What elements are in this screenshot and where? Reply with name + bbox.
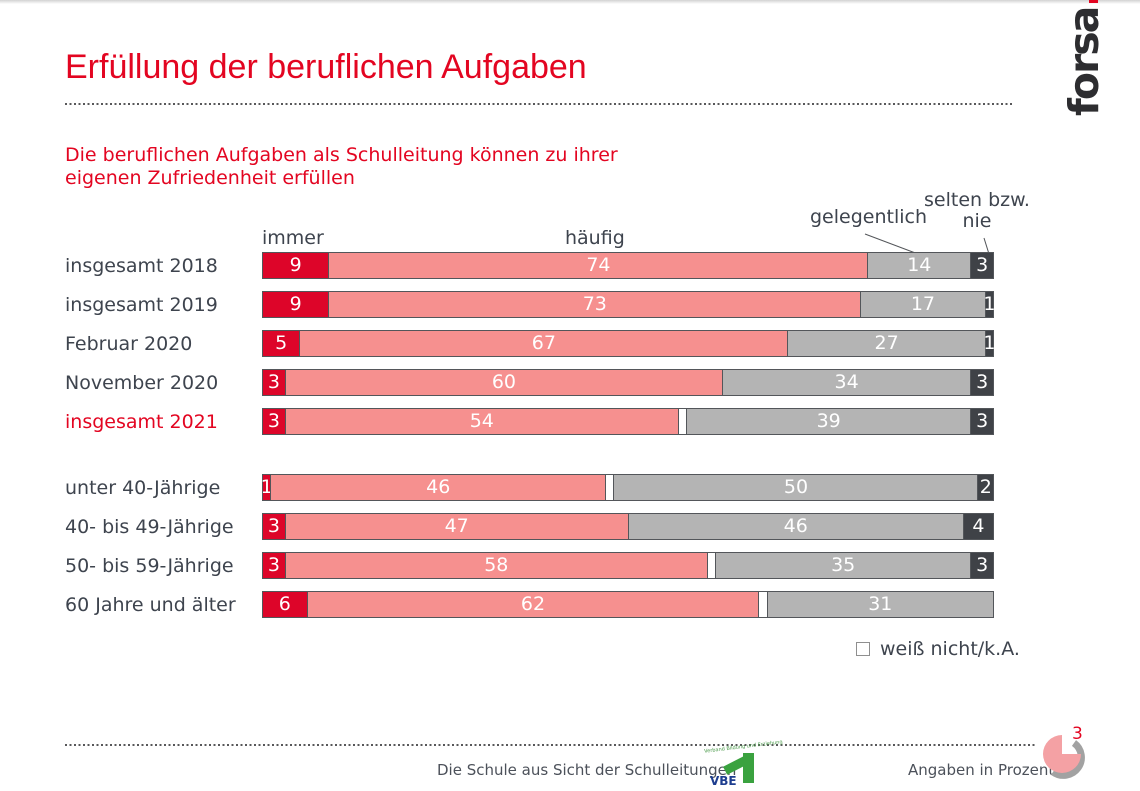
forsa-pie-icon [1043, 735, 1085, 779]
row-label: 60 Jahre und älter [65, 593, 236, 616]
bar-segment-gelegentlich: 27 [787, 331, 985, 356]
row-label: Februar 2020 [65, 332, 193, 355]
bar-segment-selten-bzw-nie: 3 [970, 253, 994, 278]
chart-row: 50- bis 59-Jährige 3 58 35 3 [65, 552, 994, 579]
legend-label: weiß nicht/k.A. [880, 638, 1020, 660]
chart-row: 60 Jahre und älter 6 62 31 [65, 591, 994, 618]
page-title: Erfüllung der beruflichen Aufgaben [65, 48, 587, 86]
bar-segment-h-ufig: 58 [284, 553, 707, 578]
row-label: November 2020 [65, 371, 219, 394]
stacked-bar: 9 73 17 1 [262, 291, 996, 318]
chart-subtitle-line2: eigenen Zufriedenheit erfüllen [65, 167, 355, 189]
bar-segment-immer: 3 [263, 409, 285, 434]
row-label: insgesamt 2018 [65, 254, 218, 277]
bar-segment-selten-bzw-nie: 2 [977, 475, 993, 500]
bar-segment-wei-nicht-k-a- [605, 475, 614, 500]
forsa-logo: forsa [1060, 0, 1112, 228]
legend-weiss-nicht: weiß nicht/k.A. [856, 638, 1020, 660]
footer-note: Angaben in Prozent [908, 761, 1055, 779]
stacked-bar: 6 62 31 [262, 591, 994, 618]
stacked-bar: 3 60 34 3 [262, 369, 994, 396]
chart-row: insgesamt 2019 9 73 17 1 [65, 291, 996, 318]
chart-row: unter 40-Jährige 1 46 50 2 [65, 474, 994, 501]
chart-row: insgesamt 2021 3 54 39 3 [65, 408, 994, 435]
chart-subtitle-line1: Die beruflichen Aufgaben als Schulleitun… [65, 144, 618, 166]
bar-segment-selten-bzw-nie: 4 [962, 514, 993, 539]
window-top-edge [0, 0, 1140, 4]
chart-row: insgesamt 2018 9 74 14 3 [65, 252, 994, 279]
vbe-logo: Verband Bildung und Erziehung VBE [702, 739, 783, 790]
footer-divider [65, 744, 1035, 746]
vbe-wordmark: VBE [710, 774, 737, 788]
bar-segment-h-ufig: 54 [284, 409, 678, 434]
bar-segment-gelegentlich: 17 [860, 292, 985, 317]
forsa-logo-text: forsa [1060, 0, 1112, 116]
chart-row: 40- bis 49-Jährige 3 47 46 4 [65, 513, 994, 540]
bar-segment-h-ufig: 73 [328, 292, 861, 317]
bar-segment-gelegentlich: 34 [722, 370, 971, 395]
stacked-bar: 5 67 27 1 [262, 330, 996, 357]
bar-segment-immer: 3 [263, 553, 285, 578]
column-header-haeufig: häufig [565, 227, 625, 249]
bar-segment-h-ufig: 74 [328, 253, 868, 278]
bar-segment-gelegentlich: 39 [686, 409, 971, 434]
bar-segment-wei-nicht-k-a- [706, 553, 716, 578]
bar-segment-gelegentlich: 14 [867, 253, 971, 278]
chart-row: Februar 2020 5 67 27 1 [65, 330, 996, 357]
vbe-flag-pole-icon [743, 753, 754, 783]
bar-segment-selten-bzw-nie: 3 [970, 409, 994, 434]
bar-segment-gelegentlich: 50 [613, 475, 978, 500]
chart-rows: insgesamt 2018 9 74 14 3 insgesamt 2019 9 73 17 1… [65, 252, 996, 630]
row-label: unter 40-Jährige [65, 476, 221, 499]
footer-caption: Die Schule aus Sicht der Schulleitungen [437, 761, 737, 779]
bar-segment-h-ufig: 67 [299, 331, 788, 356]
bar-segment-immer: 3 [263, 514, 285, 539]
stacked-bar: 1 46 50 2 [260, 474, 994, 501]
bar-segment-immer: 9 [263, 292, 329, 317]
forsa-wordmark: forsa [1060, 7, 1108, 116]
bar-segment-h-ufig: 62 [306, 592, 759, 617]
bar-segment-wei-nicht-k-a- [677, 409, 687, 434]
bar-segment-selten-bzw-nie: 1 [983, 331, 996, 356]
bar-segment-gelegentlich: 46 [627, 514, 963, 539]
title-divider [65, 103, 1013, 105]
stacked-bar: 3 47 46 4 [262, 513, 994, 540]
bar-segment-immer: 6 [263, 592, 307, 617]
bar-segment-immer: 9 [263, 253, 329, 278]
stacked-bar: 9 74 14 3 [262, 252, 994, 279]
column-header-selten: selten bzw. nie [924, 189, 1030, 232]
bar-segment-gelegentlich: 35 [715, 553, 971, 578]
row-label: 50- bis 59-Jährige [65, 554, 234, 577]
column-header-gelegentlich: gelegentlich [810, 206, 928, 228]
bar-segment-h-ufig: 46 [270, 475, 606, 500]
stacked-bar: 3 54 39 3 [262, 408, 994, 435]
bar-segment-selten-bzw-nie: 3 [970, 553, 993, 578]
row-label: 40- bis 49-Jährige [65, 515, 234, 538]
bar-segment-h-ufig: 47 [284, 514, 628, 539]
bar-segment-selten-bzw-nie: 1 [983, 292, 996, 317]
bar-segment-immer: 5 [263, 331, 300, 356]
bar-segment-selten-bzw-nie: 3 [970, 370, 994, 395]
bar-segment-gelegentlich: 31 [766, 592, 993, 617]
page-number: 3 [1072, 724, 1083, 744]
column-header-immer: immer [262, 227, 324, 249]
bar-segment-h-ufig: 60 [284, 370, 723, 395]
legend-swatch-icon [856, 642, 870, 656]
bar-segment-immer: 3 [263, 370, 285, 395]
chart-subtitle: Die beruflichen Aufgaben als Schulleitun… [65, 144, 618, 190]
bar-segment-wei-nicht-k-a- [758, 592, 767, 617]
row-label: insgesamt 2019 [65, 293, 218, 316]
stacked-bar: 3 58 35 3 [262, 552, 994, 579]
bar-segment-immer: 1 [260, 475, 273, 500]
chart-row: November 2020 3 60 34 3 [65, 369, 994, 396]
row-label: insgesamt 2021 [65, 410, 218, 433]
